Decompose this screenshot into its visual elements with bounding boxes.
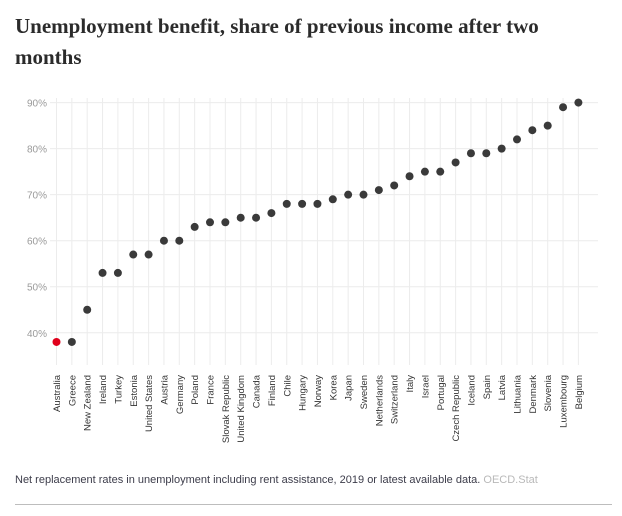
x-tick-label: Slovenia [543,374,554,411]
x-tick-label: Latvia [497,374,508,400]
horizontal-gridlines [50,102,598,334]
x-tick-label: Greece [67,375,78,406]
x-tick-label: Estonia [129,374,140,406]
x-tick-label: Belgium [574,375,585,409]
x-axis-tick-labels: Australia Greece New Zealand Ireland Turkey E… [52,374,585,443]
chart-title: Unemployment benefit, share of previous … [15,14,539,69]
x-tick-label: Portugal [436,375,447,410]
data-point-united-states[interactable] [144,250,153,259]
data-points [52,98,583,346]
x-tick-label: Luxembourg [559,375,570,428]
x-tick-label: Lithuania [513,374,524,413]
x-tick-label: Spain [482,375,493,399]
caption-text: Net replacement rates in unemployment in… [15,474,481,486]
data-point-germany[interactable] [175,236,184,245]
y-tick-label: 40% [27,329,47,340]
data-point-ireland[interactable] [98,268,107,277]
x-tick-label: United States [144,375,155,432]
data-point-spain[interactable] [482,149,491,158]
data-point-lithuania[interactable] [513,135,521,144]
scatter-chart: 40% 50% 60% 70% 80% 90% Australia Greece New Ze… [27,98,598,443]
data-point-netherlands[interactable] [374,186,383,195]
data-point-chile[interactable] [282,199,291,208]
y-axis-tick-labels: 40% 50% 60% 70% 80% 90% [27,99,47,340]
x-tick-label: Germany [175,375,186,414]
data-point-new-zealand[interactable] [83,305,92,314]
x-tick-label: Denmark [528,375,539,414]
divider [15,504,612,505]
y-tick-label: 80% [27,145,47,156]
data-point-iceland[interactable] [466,149,475,158]
data-point-norway[interactable] [313,199,322,208]
data-point-austria[interactable] [159,236,168,245]
y-tick-label: 70% [27,191,47,202]
data-point-switzerland[interactable] [390,181,399,190]
data-point-poland[interactable] [190,222,199,231]
data-point-estonia[interactable] [129,250,138,259]
data-point-israel[interactable] [420,167,429,176]
x-tick-label: France [206,375,217,405]
data-point-latvia[interactable] [497,144,506,153]
data-point-greece[interactable] [67,337,76,346]
x-tick-label: Korea [328,374,339,400]
x-tick-label: Finland [267,375,278,406]
x-tick-label: Netherlands [374,375,385,426]
x-tick-label: Japan [344,375,355,401]
x-tick-label: Ireland [98,375,109,404]
x-tick-label: Hungary [298,375,309,411]
data-point-portugal[interactable] [436,167,445,176]
data-point-italy[interactable] [405,172,414,181]
data-point-slovak-republic[interactable] [221,218,230,227]
data-point-france[interactable] [206,218,214,227]
data-point-hungary[interactable] [298,199,307,208]
y-tick-label: 90% [27,99,47,110]
data-point-australia[interactable] [52,337,61,346]
data-point-turkey[interactable] [113,268,122,277]
data-point-united-kingdom[interactable] [236,213,245,222]
x-tick-label: Australia [52,374,63,412]
x-tick-label: Austria [159,374,170,404]
x-tick-label: Canada [252,374,263,408]
data-point-japan[interactable] [344,190,353,199]
x-tick-label: Italy [405,375,416,393]
data-point-canada[interactable] [252,213,261,222]
x-tick-label: Slovak Republic [221,375,232,443]
y-tick-label: 50% [27,283,47,294]
x-tick-label: Norway [313,375,324,407]
x-tick-label: Sweden [359,375,370,409]
data-point-czech-republic[interactable] [451,158,460,167]
data-point-korea[interactable] [328,195,337,204]
x-tick-label: Poland [190,375,201,405]
x-tick-label: Chile [282,375,293,397]
x-tick-label: Iceland [466,375,477,406]
data-point-finland[interactable] [267,209,276,218]
x-tick-label: New Zealand [83,375,94,431]
data-point-belgium[interactable] [574,98,583,107]
x-tick-label: Turkey [113,375,124,404]
data-point-denmark[interactable] [528,126,537,135]
x-tick-label: Czech Republic [451,375,462,442]
data-point-luxembourg[interactable] [559,103,568,112]
x-tick-label: United Kingdom [236,375,247,443]
chart-caption: Net replacement rates in unemployment in… [15,474,538,486]
vertical-gridlines [56,98,579,365]
x-tick-label: Switzerland [390,375,401,424]
x-tick-label: Israel [420,375,431,398]
data-point-sweden[interactable] [359,190,368,199]
source-link[interactable]: OECD.Stat [483,474,538,486]
y-tick-label: 60% [27,237,47,248]
data-point-slovenia[interactable] [543,121,552,130]
